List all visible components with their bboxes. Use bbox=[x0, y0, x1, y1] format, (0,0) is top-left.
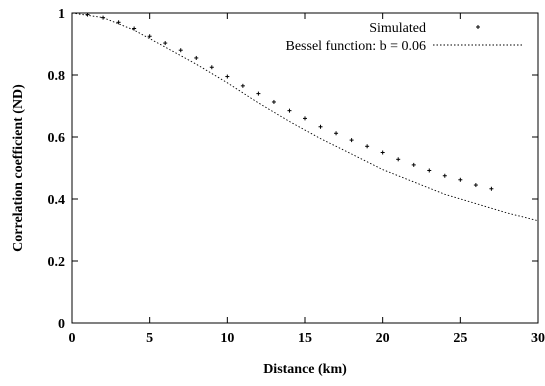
legend-label: Simulated bbox=[369, 21, 426, 36]
simulated-point bbox=[241, 84, 245, 88]
x-tick-label: 15 bbox=[298, 331, 312, 346]
x-axis-title: Distance (km) bbox=[263, 362, 347, 377]
simulated-point bbox=[163, 41, 167, 45]
plot-frame bbox=[72, 13, 538, 323]
simulated-point bbox=[381, 151, 385, 155]
y-tick-label: 0 bbox=[58, 317, 65, 332]
simulated-point bbox=[179, 48, 183, 52]
simulated-point bbox=[210, 65, 214, 69]
x-tick-label: 25 bbox=[453, 331, 467, 346]
x-tick-label: 30 bbox=[531, 331, 545, 346]
y-tick-label: 0.6 bbox=[48, 131, 66, 146]
simulated-point bbox=[474, 183, 478, 187]
simulated-point bbox=[225, 75, 229, 79]
simulated-point bbox=[458, 178, 462, 182]
simulated-point bbox=[334, 131, 338, 135]
legend-label: Bessel function: b = 0.06 bbox=[286, 39, 427, 54]
y-tick-label: 0.8 bbox=[48, 69, 66, 84]
simulated-point bbox=[489, 187, 493, 191]
simulated-point bbox=[256, 92, 260, 96]
simulated-point bbox=[303, 116, 307, 120]
simulated-point bbox=[365, 144, 369, 148]
simulated-point bbox=[272, 100, 276, 104]
x-tick-label: 5 bbox=[146, 331, 153, 346]
simulated-point bbox=[412, 163, 416, 167]
simulated-point bbox=[101, 16, 105, 20]
legend: Simulated Bessel function: b = 0.06 bbox=[286, 21, 524, 54]
ticks-layer: 0 5 10 15 20 25 30 0 0.2 0.4 0.6 0.8 1 bbox=[48, 7, 545, 346]
simulated-point bbox=[194, 56, 198, 60]
y-tick-label: 1 bbox=[58, 7, 65, 22]
legend-marker-sample bbox=[476, 25, 480, 29]
x-tick-label: 0 bbox=[69, 331, 76, 346]
simulated-point bbox=[287, 109, 291, 113]
simulated-point bbox=[319, 125, 323, 129]
x-tick-label: 20 bbox=[376, 331, 390, 346]
y-axis-title: Correlation coefficient (ND) bbox=[11, 84, 26, 252]
simulated-point bbox=[427, 168, 431, 172]
simulated-point bbox=[396, 157, 400, 161]
x-tick-label: 10 bbox=[220, 331, 234, 346]
y-tick-label: 0.2 bbox=[48, 255, 66, 270]
simulated-point bbox=[443, 174, 447, 178]
y-tick-label: 0.4 bbox=[48, 193, 66, 208]
simulated-point bbox=[350, 138, 354, 142]
